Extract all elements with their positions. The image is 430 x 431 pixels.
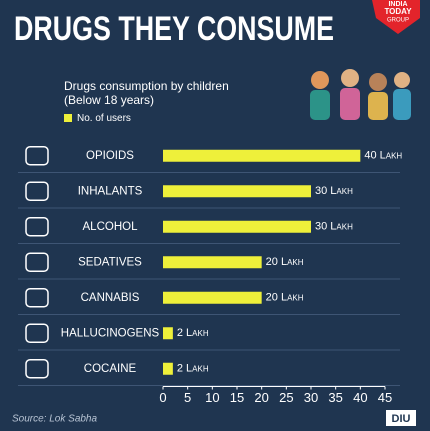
bar [163,362,173,375]
value-label: 2 Lakh [177,327,209,339]
category-label: HALLUCINOGENS [61,327,160,339]
chart-title: DRUGS THEY CONSUME [14,10,334,48]
category-label: INHALANTS [78,185,143,197]
logo-text: GROUP [387,18,409,24]
x-tick-label: 30 [304,390,318,405]
category-label: COCAINE [84,363,137,375]
icon [25,252,49,272]
illustration [310,69,411,120]
legend-label: No. of users [77,113,131,124]
value-label: 20 Lakh [266,292,304,304]
x-tick-label: 15 [230,390,244,405]
x-tick-label: 40 [353,390,367,405]
value-label: 40 Lakh [364,150,402,162]
bar [163,149,361,162]
source: Source: Lok Sabha [12,414,97,425]
bar [163,256,262,269]
value-label: 30 Lakh [315,221,353,233]
value-label: 2 Lakh [177,363,209,375]
category-label: SEDATIVES [78,256,142,268]
icon [25,323,49,343]
subtitle: (Below 18 years) [64,93,154,107]
icon [25,146,49,166]
icon [25,359,49,379]
x-tick-label: 35 [328,390,342,405]
x-tick-label: 45 [378,390,392,405]
x-tick-label: 25 [279,390,293,405]
subtitle: Drugs consumption by children [64,79,229,93]
x-tick-label: 0 [159,390,166,405]
badge-box [386,410,416,426]
x-tick-label: 20 [254,390,268,405]
bar [163,327,173,340]
icon [25,181,49,201]
bar [163,185,311,198]
icon [25,288,49,308]
category-label: CANNABIS [81,292,140,304]
x-tick-label: 10 [205,390,219,405]
bar [163,291,262,304]
logo-text: INDIA [388,1,407,8]
badge: DIU [392,413,411,425]
x-tick-label: 5 [184,390,191,405]
bar [163,220,311,233]
logo-text: TODAY [384,7,412,16]
legend-swatch [64,114,72,122]
icon [25,217,49,237]
value-label: 30 Lakh [315,185,353,197]
value-label: 20 Lakh [266,256,304,268]
logo-shape [372,0,420,34]
category-label: OPIOIDS [86,150,134,162]
category-label: ALCOHOL [83,221,139,233]
